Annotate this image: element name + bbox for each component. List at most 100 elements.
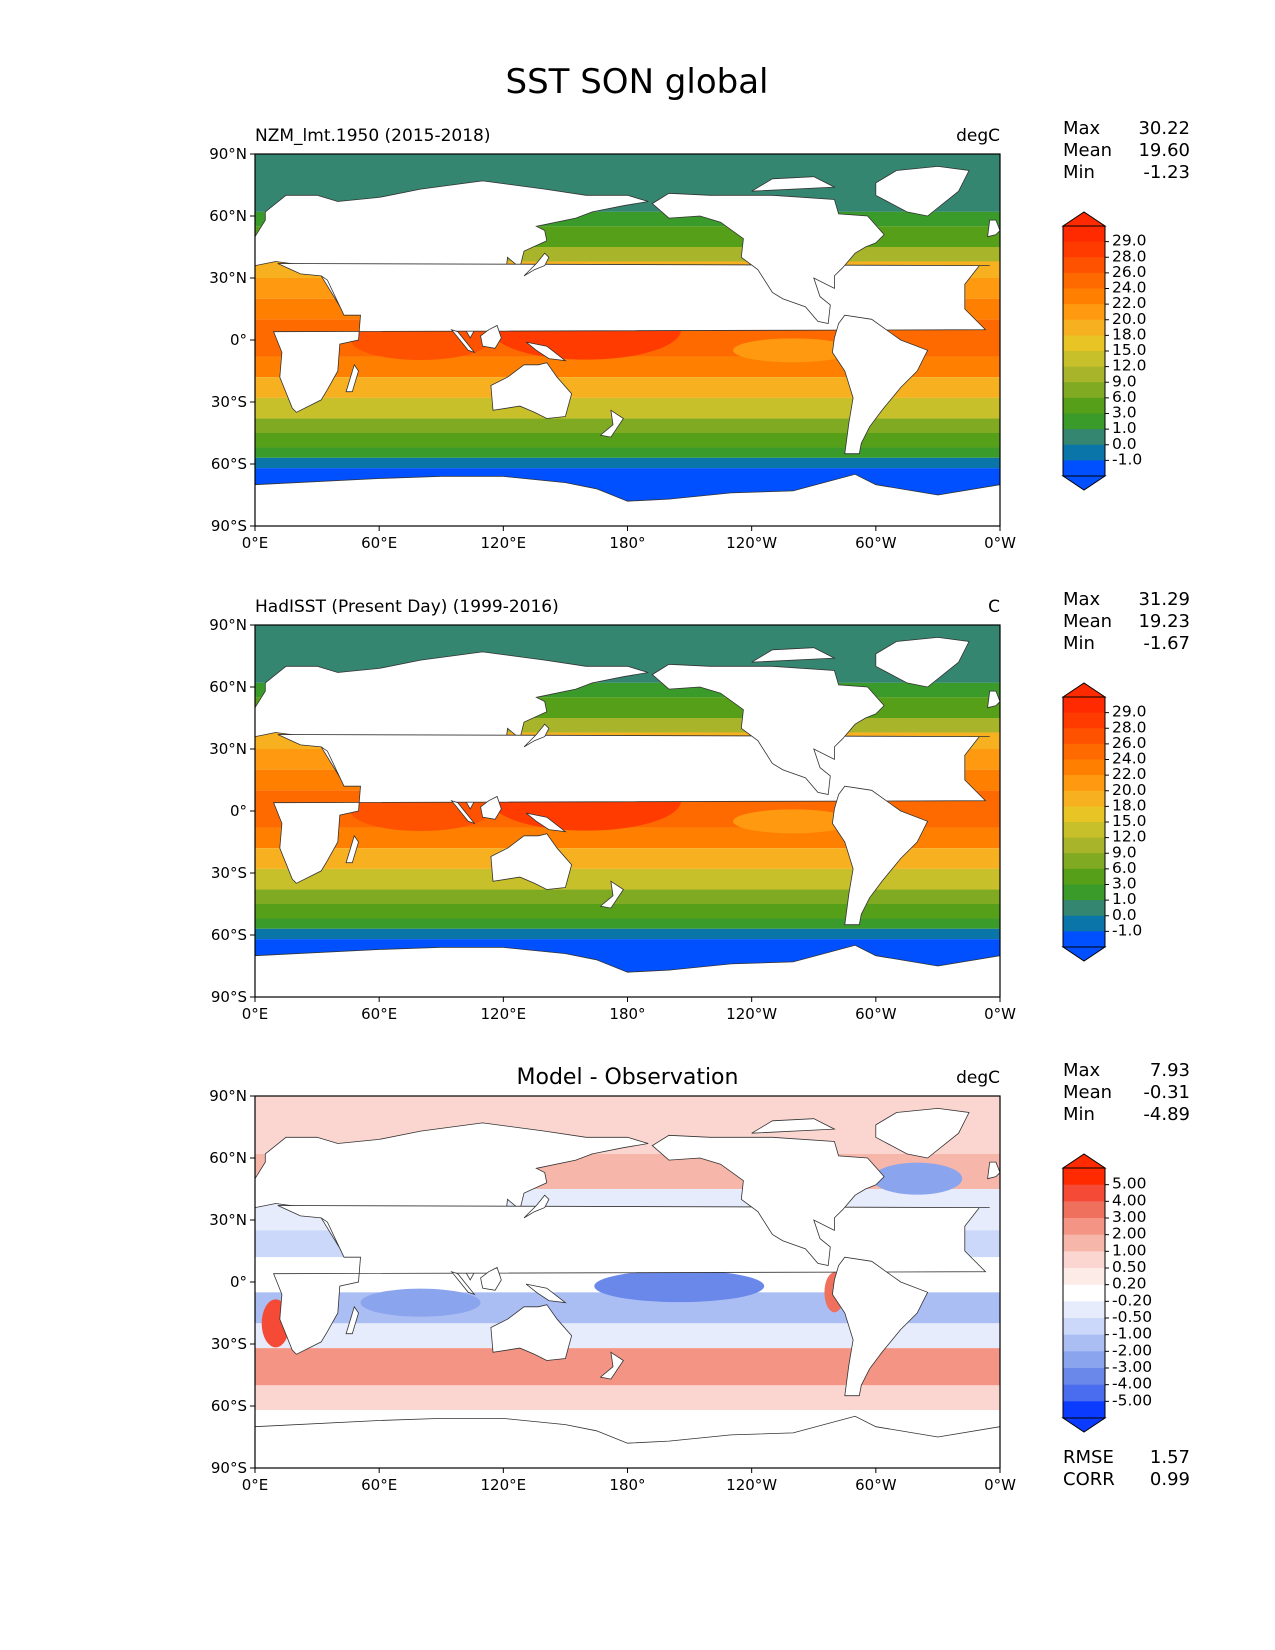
colorbar-segment <box>1063 775 1105 792</box>
stat-label-max: Max <box>1063 589 1101 610</box>
colorbar-label: 6.0 <box>1112 859 1137 877</box>
stat-label-corr: CORR <box>1063 1469 1115 1490</box>
colorbar-label: 28.0 <box>1112 718 1147 736</box>
lon-tick-label: 60°E <box>361 534 397 552</box>
colorbar-label: 26.0 <box>1112 263 1147 281</box>
colorbar-segment <box>1063 304 1105 321</box>
colorbar-label: 9.0 <box>1112 843 1137 861</box>
land-japan <box>523 723 550 748</box>
colorbar-segment <box>1063 790 1105 807</box>
colorbar-segment <box>1063 868 1105 885</box>
stat-value-max: 30.22 <box>1138 118 1190 139</box>
colorbar-label: 4.00 <box>1112 1191 1147 1209</box>
colorbar-segment <box>1063 241 1105 258</box>
lon-tick-label: 0°E <box>242 534 269 552</box>
stat-value-corr: 0.99 <box>1150 1469 1190 1490</box>
field-band <box>255 1348 1000 1386</box>
lat-tick-label: 90°S <box>211 1459 247 1477</box>
stat-value-min: -1.67 <box>1143 633 1190 654</box>
colorbar-label: -4.00 <box>1112 1375 1152 1393</box>
colorbar-label: 20.0 <box>1112 310 1147 328</box>
colorbar-model: 29.028.026.024.022.020.018.015.012.09.06… <box>1061 211 1147 491</box>
field-band <box>255 827 1000 849</box>
colorbar-label: 29.0 <box>1112 232 1147 250</box>
lat-tick-label: 30°N <box>209 269 247 287</box>
lon-tick-label: 120°W <box>726 1476 777 1494</box>
stat-value-min: -4.89 <box>1143 1104 1190 1125</box>
colorbar-label: 3.0 <box>1112 875 1137 893</box>
colorbar-label: 22.0 <box>1112 294 1147 312</box>
land-australia <box>490 362 573 419</box>
field-band <box>255 918 1000 929</box>
stat-label-mean: Mean <box>1063 1082 1112 1103</box>
colorbar-label: 24.0 <box>1112 750 1147 768</box>
field-band <box>255 433 1000 448</box>
land-sumatra <box>450 1270 476 1296</box>
colorbar-label: 18.0 <box>1112 325 1147 343</box>
lat-tick-label: 60°S <box>211 455 247 473</box>
panel-units: degC <box>956 1068 1000 1088</box>
stat-label-min: Min <box>1063 1104 1095 1125</box>
stat-label-rmse: RMSE <box>1063 1447 1114 1468</box>
colorbar-segment <box>1063 288 1105 305</box>
lat-tick-label: 0° <box>230 802 247 820</box>
colorbar-segment <box>1063 413 1105 430</box>
land-antarctica <box>255 1415 1000 1468</box>
panel-model: 90°N 60°N 30°N 0° 30°S 60°S 90°S0°E 60°E 120°E 18… <box>209 118 1190 552</box>
land-newguinea <box>525 341 567 362</box>
colorbar-label: -1.0 <box>1112 450 1142 468</box>
colorbar-segment <box>1063 915 1105 932</box>
colorbar-segment <box>1063 460 1105 477</box>
lon-tick-label: 180° <box>609 1476 645 1494</box>
land-nz <box>599 409 624 438</box>
field-band <box>255 356 1000 378</box>
lat-tick-label: 90°N <box>209 1087 247 1105</box>
land-antarctica <box>255 473 1000 526</box>
stat-value-rmse: 1.57 <box>1150 1447 1190 1468</box>
lon-tick-label: 0°W <box>984 1005 1016 1023</box>
colorbar-segment <box>1063 806 1105 823</box>
colorbar-label: 1.0 <box>1112 419 1137 437</box>
field-band <box>255 457 1000 469</box>
lon-tick-label: 120°W <box>726 534 777 552</box>
colorbar-label: 24.0 <box>1112 279 1147 297</box>
land-sumatra <box>450 328 476 354</box>
diff-pacific-cold <box>594 1270 765 1303</box>
colorbar-label: -1.00 <box>1112 1325 1152 1343</box>
map-model <box>255 154 1000 526</box>
lat-tick-label: 90°N <box>209 616 247 634</box>
colorbar-label: 28.0 <box>1112 247 1147 265</box>
colorbar-segment <box>1063 1334 1105 1352</box>
lon-tick-label: 0°W <box>984 1476 1016 1494</box>
colorbar-extend-max <box>1061 682 1107 698</box>
land-greenland <box>875 636 970 688</box>
lat-tick-label: 30°N <box>209 740 247 758</box>
colorbar-segment <box>1063 728 1105 745</box>
lat-tick-label: 60°N <box>209 678 247 696</box>
colorbar-segment <box>1063 931 1105 948</box>
colorbar-segment <box>1063 900 1105 917</box>
colorbar-label: 12.0 <box>1112 357 1147 375</box>
lon-tick-label: 0°E <box>242 1476 269 1494</box>
colorbar-diff: 5.004.003.002.001.000.500.20-0.20-0.50-1… <box>1061 1153 1152 1433</box>
colorbar-label: 2.00 <box>1112 1225 1147 1243</box>
colorbar-segment <box>1063 837 1105 854</box>
cold-tongue <box>733 338 854 363</box>
colorbar-segment <box>1063 226 1105 243</box>
land-canadaisl <box>751 647 836 663</box>
land-borneo <box>480 1266 502 1291</box>
colorbar-label: 26.0 <box>1112 734 1147 752</box>
cold-tongue <box>733 809 854 834</box>
colorbar-segment <box>1063 1401 1105 1419</box>
colorbar-extend-max <box>1061 1153 1107 1169</box>
colorbar-label: 22.0 <box>1112 765 1147 783</box>
lon-tick-label: 60°W <box>855 534 897 552</box>
colorbar-segment <box>1063 1201 1105 1219</box>
land-samerica <box>831 1256 929 1397</box>
colorbar-label: 5.00 <box>1112 1175 1147 1193</box>
colorbar-segment <box>1063 1251 1105 1269</box>
lon-tick-label: 180° <box>609 1005 645 1023</box>
colorbar-label: 15.0 <box>1112 812 1147 830</box>
land-namerica <box>651 1134 885 1266</box>
colorbar-segment <box>1063 319 1105 336</box>
